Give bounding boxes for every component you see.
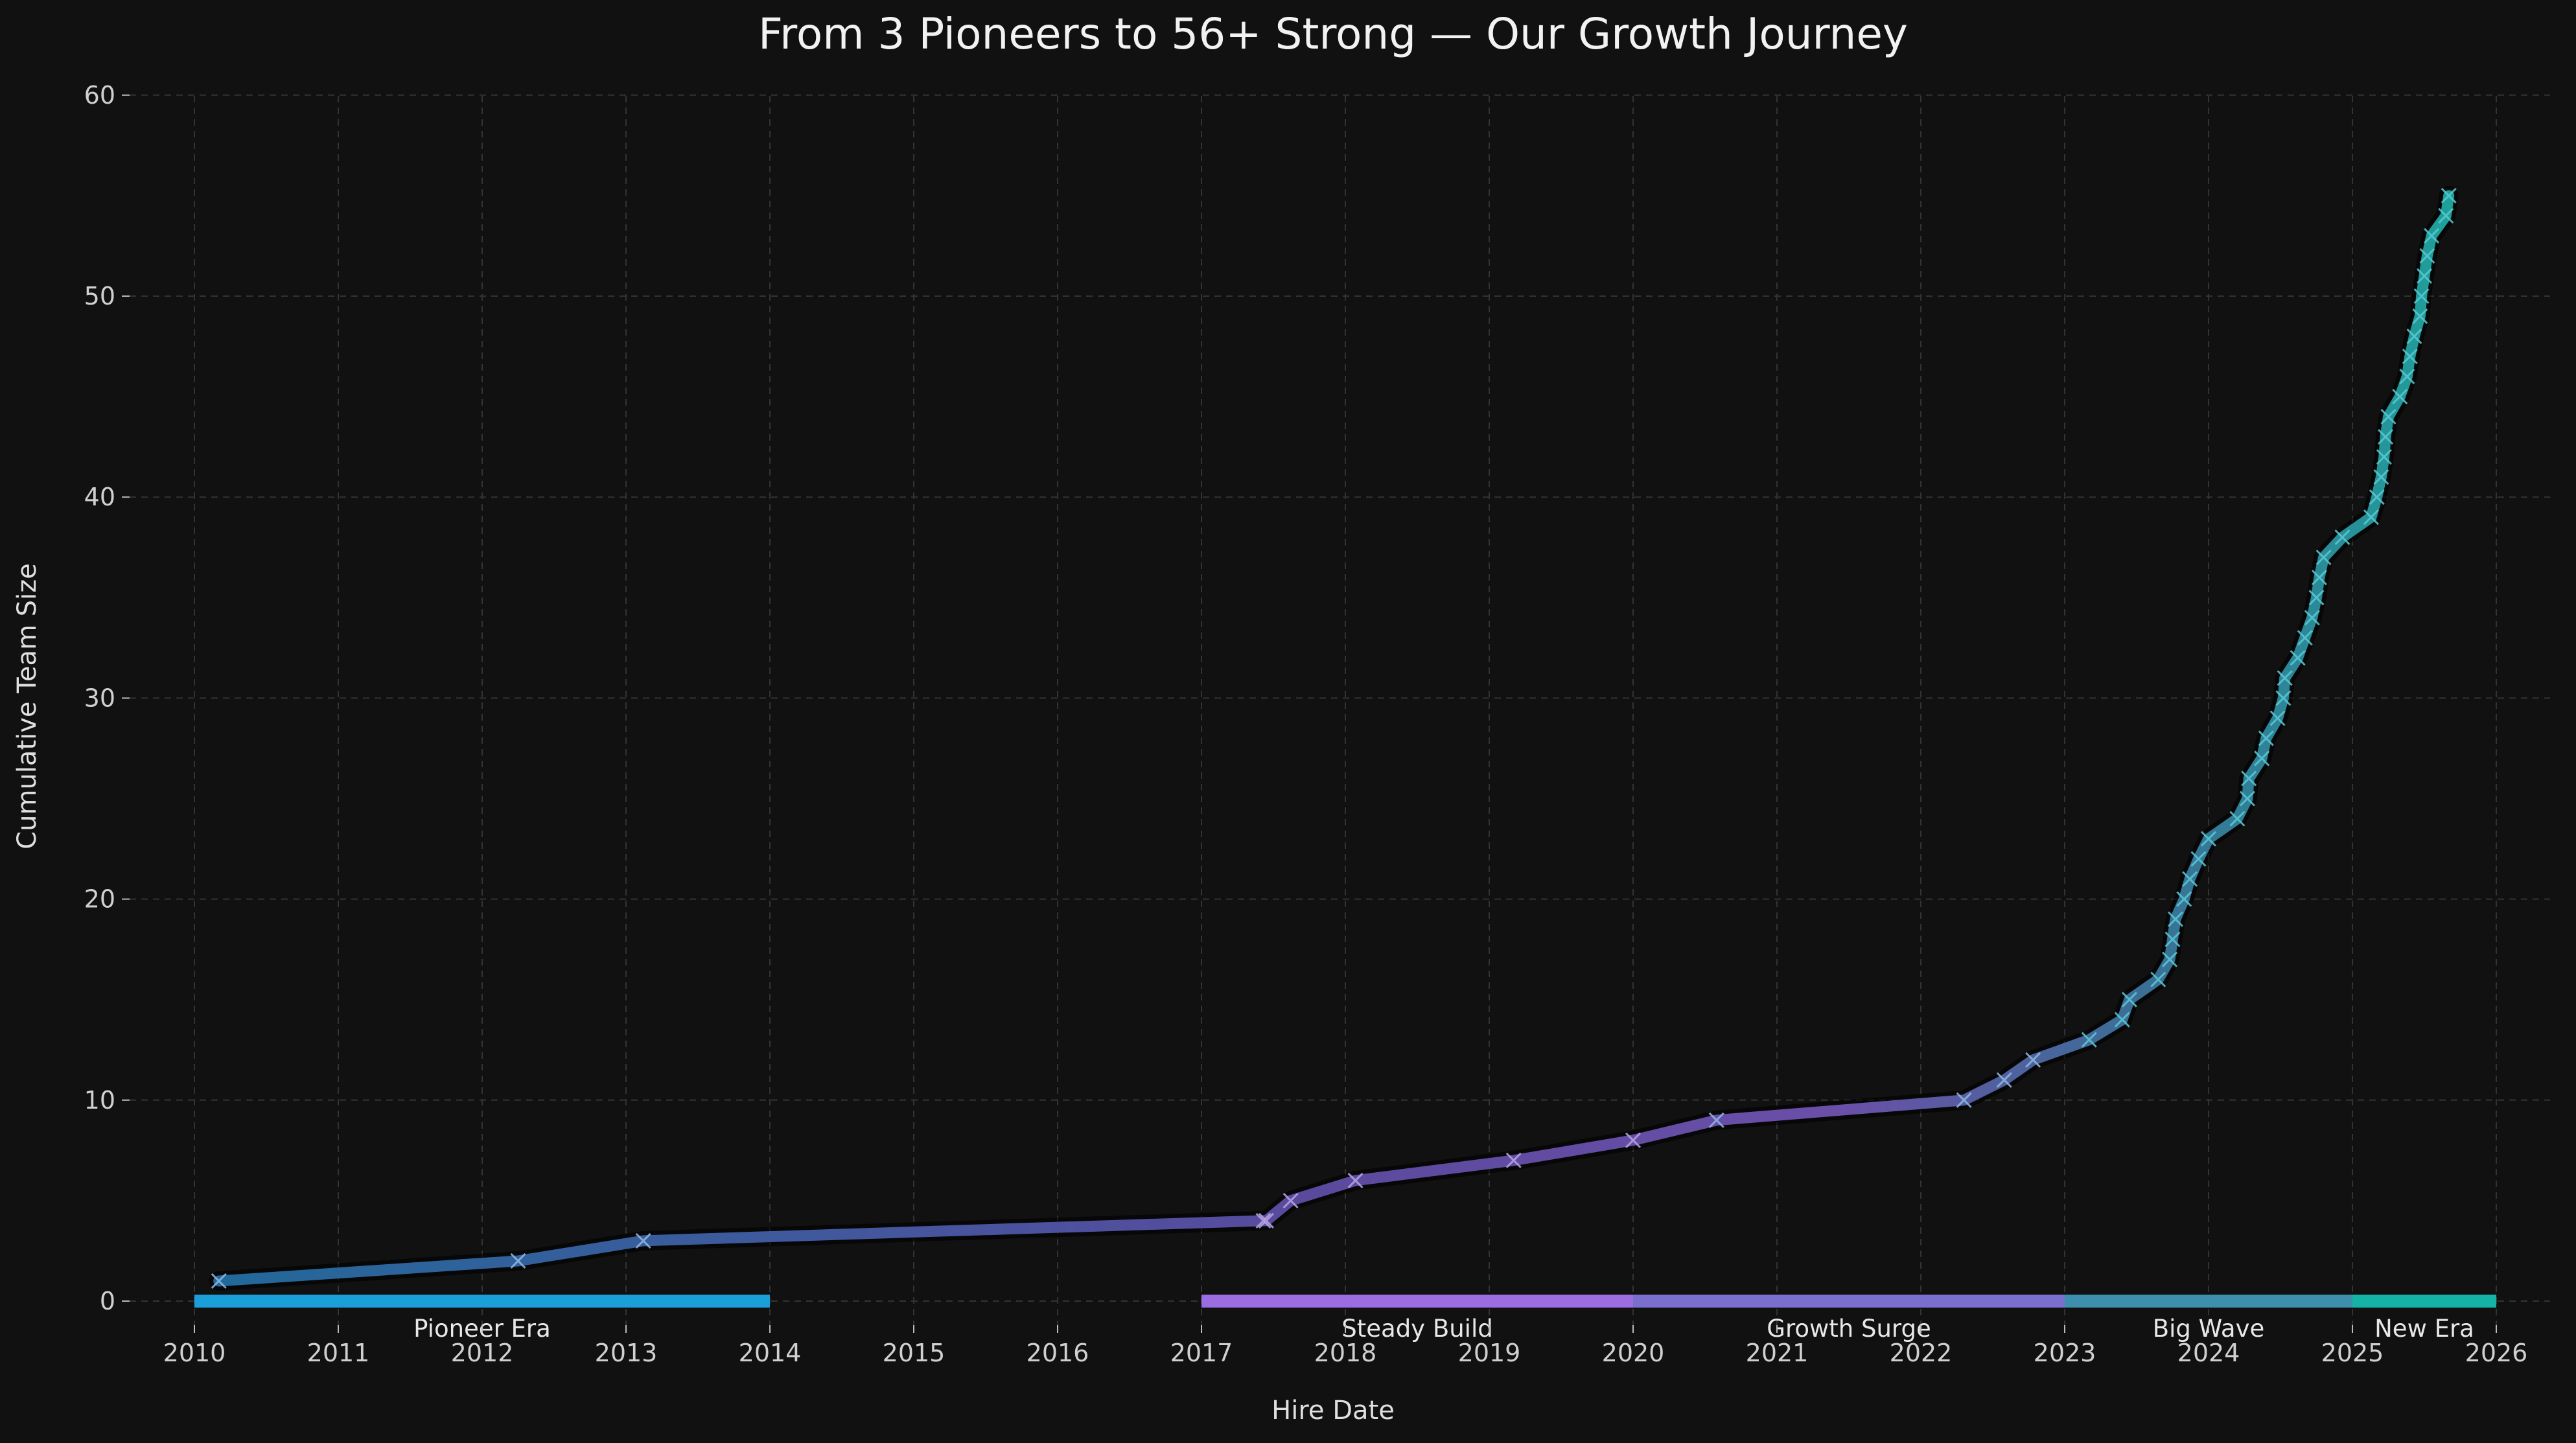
x-tick-label: 2016 [1027, 1339, 1089, 1367]
x-tick-label: 2013 [595, 1339, 658, 1367]
x-tick-label: 2020 [1602, 1339, 1665, 1367]
x-tick-label: 2024 [2177, 1339, 2240, 1367]
data-point-marker [2406, 328, 2422, 345]
data-point-marker [2413, 288, 2430, 305]
data-point-marker [2200, 831, 2217, 847]
x-tick-label: 2023 [2034, 1339, 2096, 1367]
data-point-marker [1708, 1112, 1724, 1128]
x-tick-label: 2018 [1314, 1339, 1377, 1367]
data-point-marker [211, 1273, 227, 1289]
y-tick-label: 30 [84, 684, 115, 712]
x-tick-label: 2015 [883, 1339, 946, 1367]
data-point-marker [510, 1253, 526, 1269]
data-point-marker [2373, 469, 2389, 485]
era-label: Growth Surge [1767, 1315, 1931, 1343]
chart-title: From 3 Pioneers to 56+ Strong — Our Grow… [758, 9, 1908, 59]
data-point-marker [2241, 770, 2257, 787]
x-tick-label: 2026 [2465, 1339, 2528, 1367]
data-point-marker [2392, 389, 2408, 405]
data-point-marker [2304, 610, 2320, 626]
data-point-marker [635, 1232, 651, 1249]
data-point-marker [1625, 1132, 1642, 1148]
x-tick-label: 2019 [1458, 1339, 1521, 1367]
data-point-marker [2308, 590, 2325, 606]
x-axis-label: Hire Date [1271, 1396, 1395, 1426]
era-bar [2065, 1295, 2352, 1308]
axes: 2010 2011 2012 2013 2014 2015 2016 2017 2018 2019… [84, 81, 2528, 1367]
data-point-marker [1996, 1072, 2012, 1088]
y-tick-label: 0 [100, 1287, 115, 1315]
x-tick-label: 2011 [307, 1339, 370, 1367]
y-tick-label: 40 [84, 483, 115, 511]
data-point-marker [2277, 670, 2293, 686]
data-point-marker [2121, 991, 2137, 1008]
y-axis-label: Cumulative Team Size [12, 563, 42, 849]
data-point-marker [2438, 207, 2454, 224]
series-line-shadow [209, 185, 2459, 1291]
data-point-marker [1505, 1152, 1522, 1168]
data-point-marker [2424, 227, 2440, 244]
era-bar [1201, 1295, 1633, 1308]
data-point-marker [1347, 1172, 1363, 1188]
data-point-marker [2025, 1052, 2041, 1068]
data-point-marker [1956, 1092, 1972, 1108]
data-point-marker [2167, 911, 2184, 927]
data-point-marker [1258, 1212, 1274, 1229]
data-point-marker [2402, 348, 2418, 365]
data-point-marker [2254, 750, 2270, 767]
data-point-marker [2315, 549, 2332, 566]
x-tick-label: 2021 [1746, 1339, 1809, 1367]
x-tick-label: 2012 [451, 1339, 514, 1367]
x-tick-label: 2014 [739, 1339, 802, 1367]
data-point-marker [2176, 891, 2192, 907]
y-tick-label: 20 [84, 885, 115, 914]
data-point-marker [2369, 489, 2385, 505]
data-point-marker [1255, 1212, 1271, 1229]
data-point-marker [2150, 971, 2166, 987]
data-point-marker [2275, 690, 2292, 706]
data-point-marker [2239, 791, 2256, 807]
era-bars: Pioneer Era Steady Build Growth Surge Big W… [194, 1295, 2496, 1343]
data-point-marker [2182, 871, 2198, 887]
data-point-marker [2363, 509, 2379, 525]
data-point-marker [2311, 570, 2328, 586]
data-point-marker [2290, 650, 2306, 666]
data-point-marker [2377, 429, 2394, 445]
y-tick-label: 10 [84, 1086, 115, 1114]
x-tick-label: 2025 [2321, 1339, 2384, 1367]
data-point-marker [2164, 931, 2181, 947]
data-point-marker [2081, 1032, 2097, 1048]
data-point-marker [2416, 268, 2433, 284]
grid [130, 94, 2550, 1325]
era-label: Steady Build [1341, 1315, 1492, 1343]
x-tick-label: 2010 [163, 1339, 226, 1367]
era-bar [194, 1295, 770, 1308]
data-point-marker [2269, 710, 2286, 726]
data-point-marker [2441, 187, 2457, 203]
series-line-path [213, 190, 2455, 1287]
data-point-marker [2399, 369, 2415, 385]
y-tick-label: 60 [84, 81, 115, 110]
era-bar [1633, 1295, 2065, 1308]
data-point-marker [2376, 449, 2392, 465]
data-point-marker [2114, 1011, 2130, 1028]
data-point-marker [2229, 811, 2245, 827]
series-line [209, 185, 2459, 1291]
data-point-marker [2419, 248, 2435, 264]
series-markers [211, 187, 2457, 1289]
y-tick-label: 50 [84, 282, 115, 310]
era-bar [2352, 1295, 2496, 1308]
x-tick-label: 2022 [1890, 1339, 1953, 1367]
data-point-marker [2258, 730, 2274, 746]
data-point-marker [2161, 951, 2178, 967]
data-point-marker [2380, 409, 2396, 425]
x-tick-label: 2017 [1170, 1339, 1233, 1367]
data-point-marker [2412, 308, 2428, 325]
data-point-marker [2190, 851, 2207, 867]
era-label: New Era [2374, 1315, 2474, 1343]
data-point-marker [1282, 1192, 1299, 1208]
data-point-marker [2297, 630, 2313, 646]
data-point-marker [2334, 529, 2350, 546]
